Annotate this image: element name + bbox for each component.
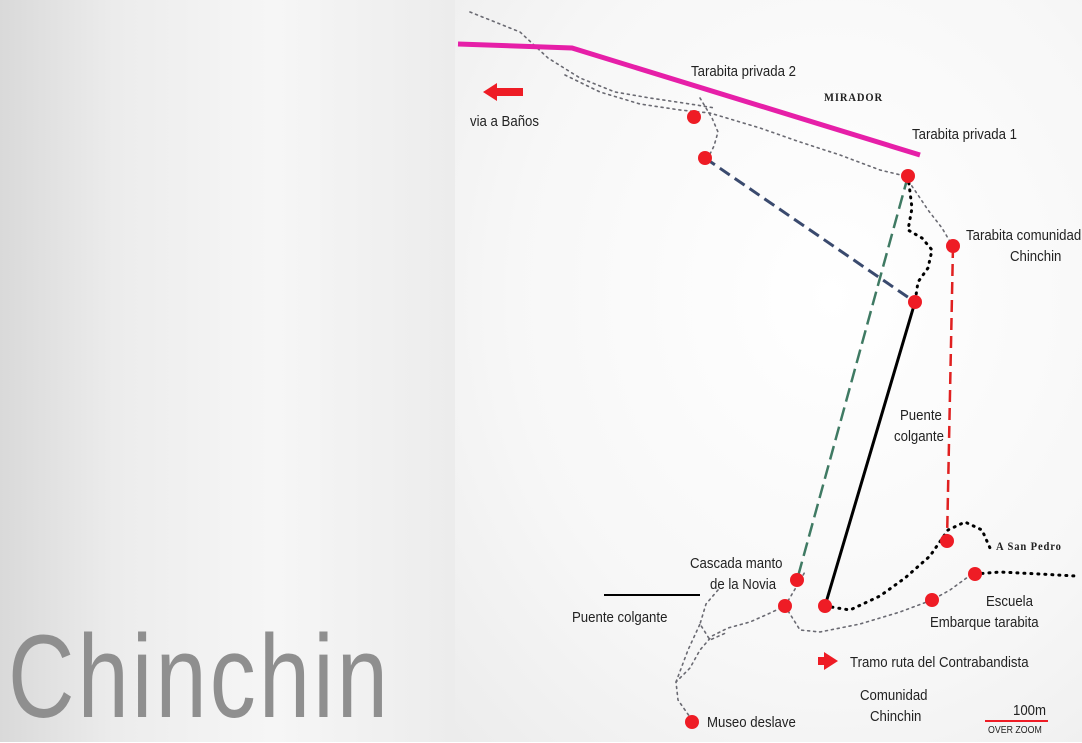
label-puente-colgante-left: Puente colgante xyxy=(572,609,668,626)
trail-upper-road xyxy=(564,74,906,177)
trail-bottom-loop xyxy=(675,605,786,721)
map-title: Chinchin xyxy=(8,611,392,743)
dotted-path-san-pedro xyxy=(823,520,992,612)
dotted-path-top xyxy=(906,174,934,304)
label-puente-colgante-right-1: Puente xyxy=(900,407,942,424)
tramo-ruta-arrow xyxy=(818,652,838,670)
marker-tarabita-privada-1 xyxy=(901,169,915,183)
label-puente-colgante-right-2: colgante xyxy=(894,428,944,445)
trail-top-road xyxy=(469,11,716,109)
tarabita-comunidad-line xyxy=(945,245,955,542)
tarabita-privada-2-line xyxy=(704,156,916,304)
label-embarque-tarabita: Embarque tarabita xyxy=(930,614,1039,631)
marker-tarabita-comunidad xyxy=(946,239,960,253)
label-tarabita-privada-2: Tarabita privada 2 xyxy=(691,63,796,80)
label-via-banos: via a Baños xyxy=(470,113,539,130)
label-museo-deslave: Museo deslave xyxy=(707,714,796,731)
label-tarabita-comunidad-2: Chinchin xyxy=(1010,248,1062,265)
label-tarabita-privada-1: Tarabita privada 1 xyxy=(912,126,1017,143)
marker-tarabita-privada-2 xyxy=(687,110,701,124)
label-cascada-2: de la Novia xyxy=(710,576,777,593)
marker-cascada xyxy=(790,573,804,587)
label-tramo-ruta: Tramo ruta del Contrabandista xyxy=(850,654,1029,671)
via-banos-arrow xyxy=(483,83,523,101)
label-tarabita-comunidad-1: Tarabita comunidad xyxy=(966,227,1082,244)
dotted-path-escuela xyxy=(973,570,1077,578)
markers xyxy=(685,110,982,729)
trail-lower-road xyxy=(784,573,973,633)
label-a-san-pedro: A San Pedro xyxy=(996,539,1062,553)
tarabita-privada-1-line xyxy=(795,175,910,581)
marker-puente-top xyxy=(908,295,922,309)
map-area xyxy=(455,0,1082,742)
scale-value: 100m xyxy=(1013,702,1047,719)
label-mirador: MIRADOR xyxy=(824,90,883,104)
puente-colgante-line xyxy=(823,301,917,607)
trail-mirador-loop xyxy=(699,97,719,159)
label-cascada-1: Cascada manto xyxy=(690,555,783,572)
label-comunidad-2: Chinchin xyxy=(870,708,922,725)
trail-puente-left xyxy=(675,623,701,683)
marker-escuela xyxy=(968,567,982,581)
marker-cascada-lower xyxy=(778,599,792,613)
marker-embarque xyxy=(925,593,939,607)
marker-museo xyxy=(685,715,699,729)
dotted-paths xyxy=(823,174,1077,612)
label-comunidad-1: Comunidad xyxy=(860,687,928,704)
label-escuela: Escuela xyxy=(986,593,1033,610)
marker-san-pedro xyxy=(940,534,954,548)
left-title-panel xyxy=(0,0,455,742)
marker-mirador-lower xyxy=(698,151,712,165)
scale-note: OVER ZOOM xyxy=(988,725,1042,736)
marker-puente-bottom xyxy=(818,599,832,613)
main-road xyxy=(457,41,921,158)
trail-network xyxy=(469,11,973,721)
trail-left-branch xyxy=(699,589,729,642)
